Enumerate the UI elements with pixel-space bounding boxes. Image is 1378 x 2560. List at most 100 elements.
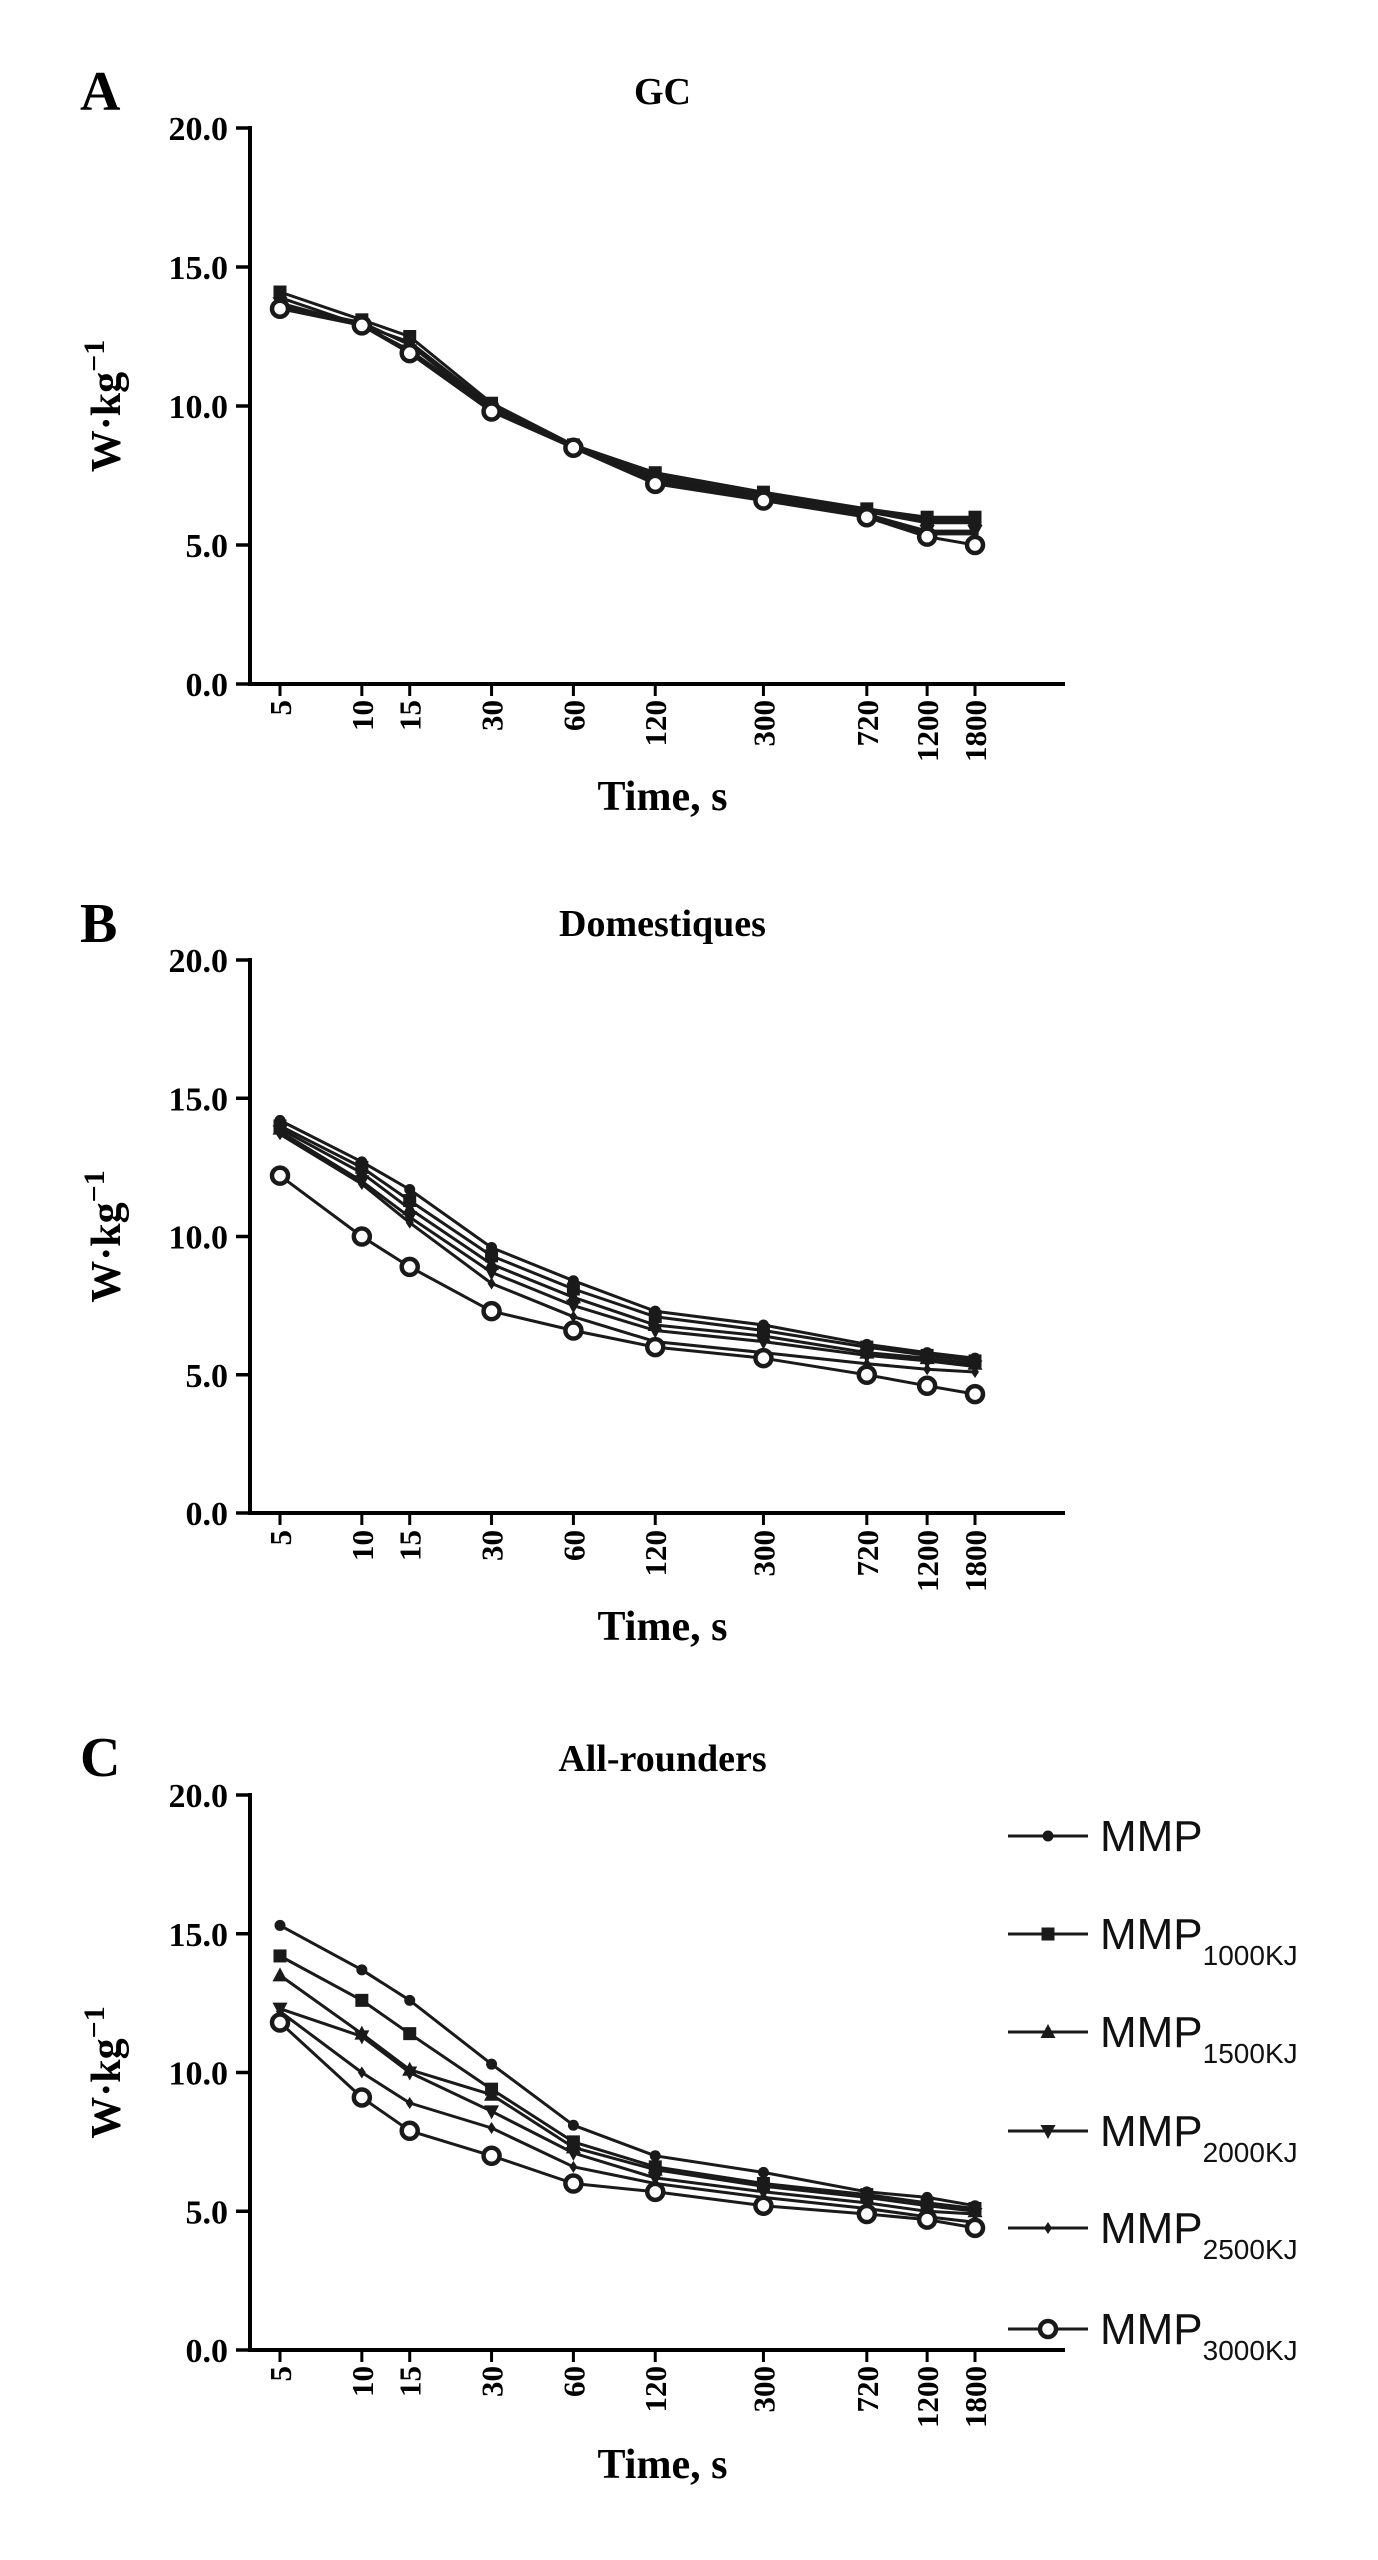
legend-marker bbox=[1040, 2125, 1056, 2139]
legend-item: MMP bbox=[1008, 1812, 1203, 1861]
series-line bbox=[279, 1124, 976, 1363]
y-axis-label-text: W·kg bbox=[84, 372, 130, 472]
series-line bbox=[279, 2007, 976, 2216]
series-mmp2000kj bbox=[272, 2002, 983, 2223]
data-point bbox=[563, 2173, 584, 2194]
data-point bbox=[648, 1310, 662, 1324]
data-point bbox=[272, 1967, 288, 1982]
x-tick-label: 30 bbox=[475, 1530, 510, 1561]
legend-label-subscript: 3000KJ bbox=[1203, 2335, 1298, 2366]
data-point bbox=[484, 2086, 500, 2101]
legend-label: MMP2500KJ bbox=[1100, 2204, 1298, 2265]
data-point bbox=[563, 437, 584, 458]
x-tick-label: 1200 bbox=[910, 1530, 945, 1592]
legend-label-main: MMP bbox=[1100, 2305, 1203, 2354]
data-point bbox=[565, 2146, 581, 2161]
data-point bbox=[273, 1949, 287, 1963]
data-point bbox=[856, 1364, 878, 1385]
data-point bbox=[644, 473, 666, 495]
x-tick-label: 60 bbox=[556, 700, 591, 731]
data-point bbox=[569, 1310, 578, 1323]
data-point bbox=[399, 342, 420, 364]
y-tick-label: 5.0 bbox=[186, 1358, 229, 1395]
legend-marker bbox=[1044, 2222, 1052, 2234]
x-axis-label: Time, s bbox=[598, 2442, 728, 2488]
series-line bbox=[279, 1954, 976, 2210]
x-tick-label: 15 bbox=[393, 1530, 428, 1561]
data-point bbox=[351, 315, 373, 336]
data-point bbox=[486, 2058, 498, 2070]
x-tick-label: 120 bbox=[638, 2366, 673, 2413]
legend-item: MMP1000KJ bbox=[1008, 1910, 1298, 1971]
series-mmp3000kj bbox=[269, 2012, 986, 2239]
y-axis-label-exponent: −1 bbox=[78, 1170, 111, 1202]
series-mmp1000kj bbox=[273, 285, 982, 524]
data-point bbox=[355, 1993, 369, 2007]
legend-label-subscript: 1000KJ bbox=[1203, 1940, 1298, 1971]
x-tick-label: 10 bbox=[345, 700, 380, 731]
data-point bbox=[487, 1277, 496, 1290]
data-point bbox=[856, 506, 878, 528]
data-point bbox=[964, 534, 986, 556]
data-point bbox=[753, 490, 774, 511]
x-tick-label: 120 bbox=[638, 700, 673, 747]
y-axis-label-exponent: −1 bbox=[78, 340, 111, 372]
data-point bbox=[856, 2203, 878, 2225]
panel-a: A GC 0.0 5.0 10.0 15.0 20.0 5 10 15 30 60 120 300 720 1… bbox=[78, 61, 1065, 820]
data-point bbox=[971, 1365, 979, 1378]
y-tick-label: 15.0 bbox=[169, 1917, 229, 1954]
y-tick-label: 20.0 bbox=[169, 1778, 229, 1815]
legend-label: MMP3000KJ bbox=[1100, 2305, 1298, 2366]
data-point bbox=[753, 2195, 774, 2216]
x-tick-label: 5 bbox=[263, 2366, 298, 2382]
legend-label-main: MMP bbox=[1100, 2008, 1203, 2057]
series-line bbox=[279, 1127, 976, 1366]
legend-marker bbox=[1037, 2318, 1059, 2340]
x-tick-label: 300 bbox=[746, 2366, 781, 2413]
panel-b: B Domestiques 0.0 5.0 10.0 15.0 20.0 5 10 15 30 60 1… bbox=[78, 893, 1065, 1650]
series-line bbox=[279, 1130, 976, 1368]
data-point bbox=[403, 1194, 417, 1208]
panel-title: Domestiques bbox=[559, 903, 766, 945]
legend-marker bbox=[1042, 1830, 1054, 1842]
legend: MMPMMP1000KJMMP1500KJMMP2000KJMMP2500KJM… bbox=[1008, 1812, 1298, 2366]
y-tick-label: 5.0 bbox=[186, 2194, 229, 2231]
data-point bbox=[755, 1335, 771, 1350]
legend-label-main: MMP bbox=[1100, 1812, 1203, 1861]
data-point bbox=[916, 2209, 938, 2230]
y-tick-label: 20.0 bbox=[169, 943, 229, 980]
legend-label: MMP1000KJ bbox=[1100, 1910, 1298, 1971]
data-point bbox=[757, 2166, 769, 2178]
y-tick-label: 0.0 bbox=[186, 667, 229, 704]
data-point bbox=[351, 2087, 373, 2108]
data-point bbox=[405, 1216, 414, 1229]
data-point bbox=[916, 1375, 938, 1397]
x-tick-label: 1200 bbox=[910, 2366, 945, 2428]
data-point bbox=[859, 1349, 875, 1364]
data-point bbox=[916, 526, 938, 547]
legend-label-subscript: 2000KJ bbox=[1203, 2137, 1298, 2168]
series-mmp1000kj bbox=[273, 1119, 982, 1368]
data-point bbox=[269, 2012, 291, 2033]
data-point bbox=[481, 1300, 502, 1322]
data-point bbox=[404, 1994, 416, 2006]
panel-letter: C bbox=[80, 1727, 120, 1789]
x-tick-label: 1800 bbox=[958, 1530, 993, 1592]
y-tick-label: 10.0 bbox=[169, 389, 229, 426]
data-point bbox=[357, 1177, 366, 1190]
data-point bbox=[923, 1363, 932, 1376]
x-tick-label: 120 bbox=[638, 1530, 673, 1577]
legend-marker bbox=[1041, 1927, 1055, 1941]
legend-label-main: MMP bbox=[1100, 1910, 1203, 1959]
y-tick-label: 20.0 bbox=[169, 111, 229, 148]
data-point bbox=[484, 2105, 500, 2120]
y-axis-label: W·kg−1 bbox=[78, 2006, 130, 2138]
x-tick-label: 10 bbox=[345, 1530, 380, 1561]
data-point bbox=[753, 1347, 774, 1369]
x-tick-label: 60 bbox=[556, 1530, 591, 1561]
legend-item: MMP3000KJ bbox=[1008, 2305, 1298, 2366]
data-point bbox=[649, 2150, 661, 2162]
x-axis-label: Time, s bbox=[598, 774, 728, 820]
y-axis-label: W·kg−1 bbox=[78, 340, 130, 472]
